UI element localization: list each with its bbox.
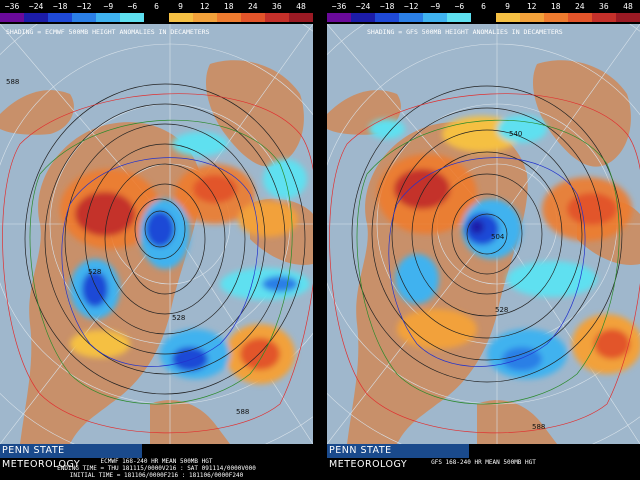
color-swatch bbox=[48, 13, 73, 22]
color-scale-label: −6 bbox=[127, 2, 138, 11]
color-scale-labels: −36 −24 −18 −12 −9 −6 6 9 12 18 24 36 48 bbox=[327, 2, 640, 12]
color-swatch bbox=[24, 13, 49, 22]
color-scale-label: 12 bbox=[526, 2, 537, 11]
color-swatch bbox=[264, 13, 289, 22]
color-scale-label: 9 bbox=[178, 2, 183, 11]
color-swatch bbox=[399, 13, 424, 22]
color-scale-label: 24 bbox=[574, 2, 585, 11]
color-scale-label: −12 bbox=[77, 2, 92, 11]
height-contours bbox=[2, 83, 313, 434]
run-info: GFS 168-240 HR MEAN 500MB HGT bbox=[327, 459, 640, 466]
color-swatch bbox=[591, 13, 616, 22]
color-scale-swatches bbox=[327, 13, 640, 22]
map-footer: PENN STATE METEOROLOGY ECMWF 168-240 HR … bbox=[0, 444, 313, 480]
color-scale-label: −24 bbox=[355, 2, 371, 11]
color-swatch bbox=[567, 13, 592, 22]
color-swatch bbox=[495, 13, 520, 22]
color-scale-labels: −36 −24 −18 −12 −9 −6 6 9 12 18 24 36 48 bbox=[0, 2, 313, 12]
color-scale-label: 48 bbox=[296, 2, 306, 11]
color-swatch bbox=[519, 13, 544, 22]
ecmwf-anomaly-map: 588 528 528 588 SHADING = ECMWF 500MB HE… bbox=[0, 24, 313, 444]
color-scale-label: 36 bbox=[272, 2, 282, 11]
color-scale-label: −24 bbox=[28, 2, 44, 11]
color-swatch bbox=[351, 13, 376, 22]
anomaly-shading bbox=[60, 132, 310, 384]
color-swatch bbox=[543, 13, 568, 22]
shading-title: SHADING = GFS 500MB HEIGHT ANOMALIES IN … bbox=[367, 28, 563, 36]
ending-time-line: ENDING TIME = THU 181115/0000V216 : SAT … bbox=[57, 465, 256, 472]
initial-time-line: INITIAL TIME = 181106/0000F216 : 181106/… bbox=[69, 472, 244, 479]
color-scale-label: 18 bbox=[223, 2, 234, 11]
color-scale-label: −18 bbox=[52, 2, 68, 11]
color-swatch bbox=[0, 13, 25, 22]
contour-label: 504 bbox=[491, 233, 505, 241]
panel-divider bbox=[313, 0, 327, 480]
color-swatch bbox=[144, 13, 169, 22]
color-scale-label: −12 bbox=[404, 2, 419, 11]
color-swatch bbox=[375, 13, 400, 22]
color-scale-label: 6 bbox=[481, 2, 486, 11]
contour-label: 528 bbox=[88, 268, 101, 276]
gfs-anomaly-map: 540 504 528 588 SHADING = GFS 500MB HEIG… bbox=[327, 24, 640, 444]
color-swatch bbox=[120, 13, 145, 22]
color-scale-label: −36 bbox=[331, 2, 347, 11]
color-swatch bbox=[168, 13, 193, 22]
color-swatch bbox=[72, 13, 97, 22]
brand-label: PENN STATE METEOROLOGY bbox=[327, 444, 469, 470]
color-scale: −36 −24 −18 −12 −9 −6 6 9 12 18 24 36 48 bbox=[327, 0, 640, 23]
run-info: ECMWF 168-240 HR MEAN 500MB HGT ENDING T… bbox=[0, 458, 313, 479]
shading-title: SHADING = ECMWF 500MB HEIGHT ANOMALIES I… bbox=[6, 28, 210, 36]
color-scale: −36 −24 −18 −12 −9 −6 6 9 12 18 24 36 48 bbox=[0, 0, 314, 23]
color-swatch bbox=[447, 13, 472, 22]
contour-label: 540 bbox=[509, 130, 522, 138]
color-scale-swatches bbox=[0, 13, 314, 22]
color-scale-label: 24 bbox=[247, 2, 258, 11]
color-scale-label: 6 bbox=[154, 2, 159, 11]
contour-label: 588 bbox=[532, 423, 545, 431]
contour-label: 588 bbox=[236, 408, 249, 416]
color-scale-label: 36 bbox=[599, 2, 609, 11]
color-swatch bbox=[423, 13, 448, 22]
color-scale-label: 9 bbox=[505, 2, 510, 11]
color-scale-label: 48 bbox=[623, 2, 633, 11]
color-swatch bbox=[615, 13, 640, 22]
contour-label: 588 bbox=[6, 78, 19, 86]
color-swatch bbox=[192, 13, 217, 22]
ecmwf-panel: −36 −24 −18 −12 −9 −6 6 9 12 18 24 36 48 bbox=[0, 0, 314, 480]
color-scale-label: 18 bbox=[550, 2, 561, 11]
color-scale-label: −18 bbox=[379, 2, 395, 11]
color-scale-label: −6 bbox=[454, 2, 465, 11]
color-scale-label: −9 bbox=[430, 2, 441, 11]
model-info-line: ECMWF 168-240 HR MEAN 500MB HGT bbox=[100, 458, 213, 465]
height-contours bbox=[329, 85, 640, 434]
color-scale-label: −36 bbox=[4, 2, 20, 11]
color-swatch bbox=[216, 13, 241, 22]
color-swatch bbox=[288, 13, 314, 22]
color-scale-label: −9 bbox=[103, 2, 114, 11]
color-swatch bbox=[240, 13, 265, 22]
brand-label: PENN STATE METEOROLOGY bbox=[0, 444, 142, 470]
contour-label: 528 bbox=[172, 314, 185, 322]
gfs-panel: −36 −24 −18 −12 −9 −6 6 9 12 18 24 36 48 bbox=[327, 0, 640, 480]
color-swatch bbox=[471, 13, 496, 22]
color-swatch bbox=[96, 13, 121, 22]
color-scale-label: 12 bbox=[199, 2, 210, 11]
contour-label: 528 bbox=[495, 306, 508, 314]
color-swatch bbox=[327, 13, 352, 22]
map-footer: PENN STATE METEOROLOGY GFS 168-240 HR ME… bbox=[327, 444, 640, 480]
model-info-line: GFS 168-240 HR MEAN 500MB HGT bbox=[431, 459, 536, 466]
